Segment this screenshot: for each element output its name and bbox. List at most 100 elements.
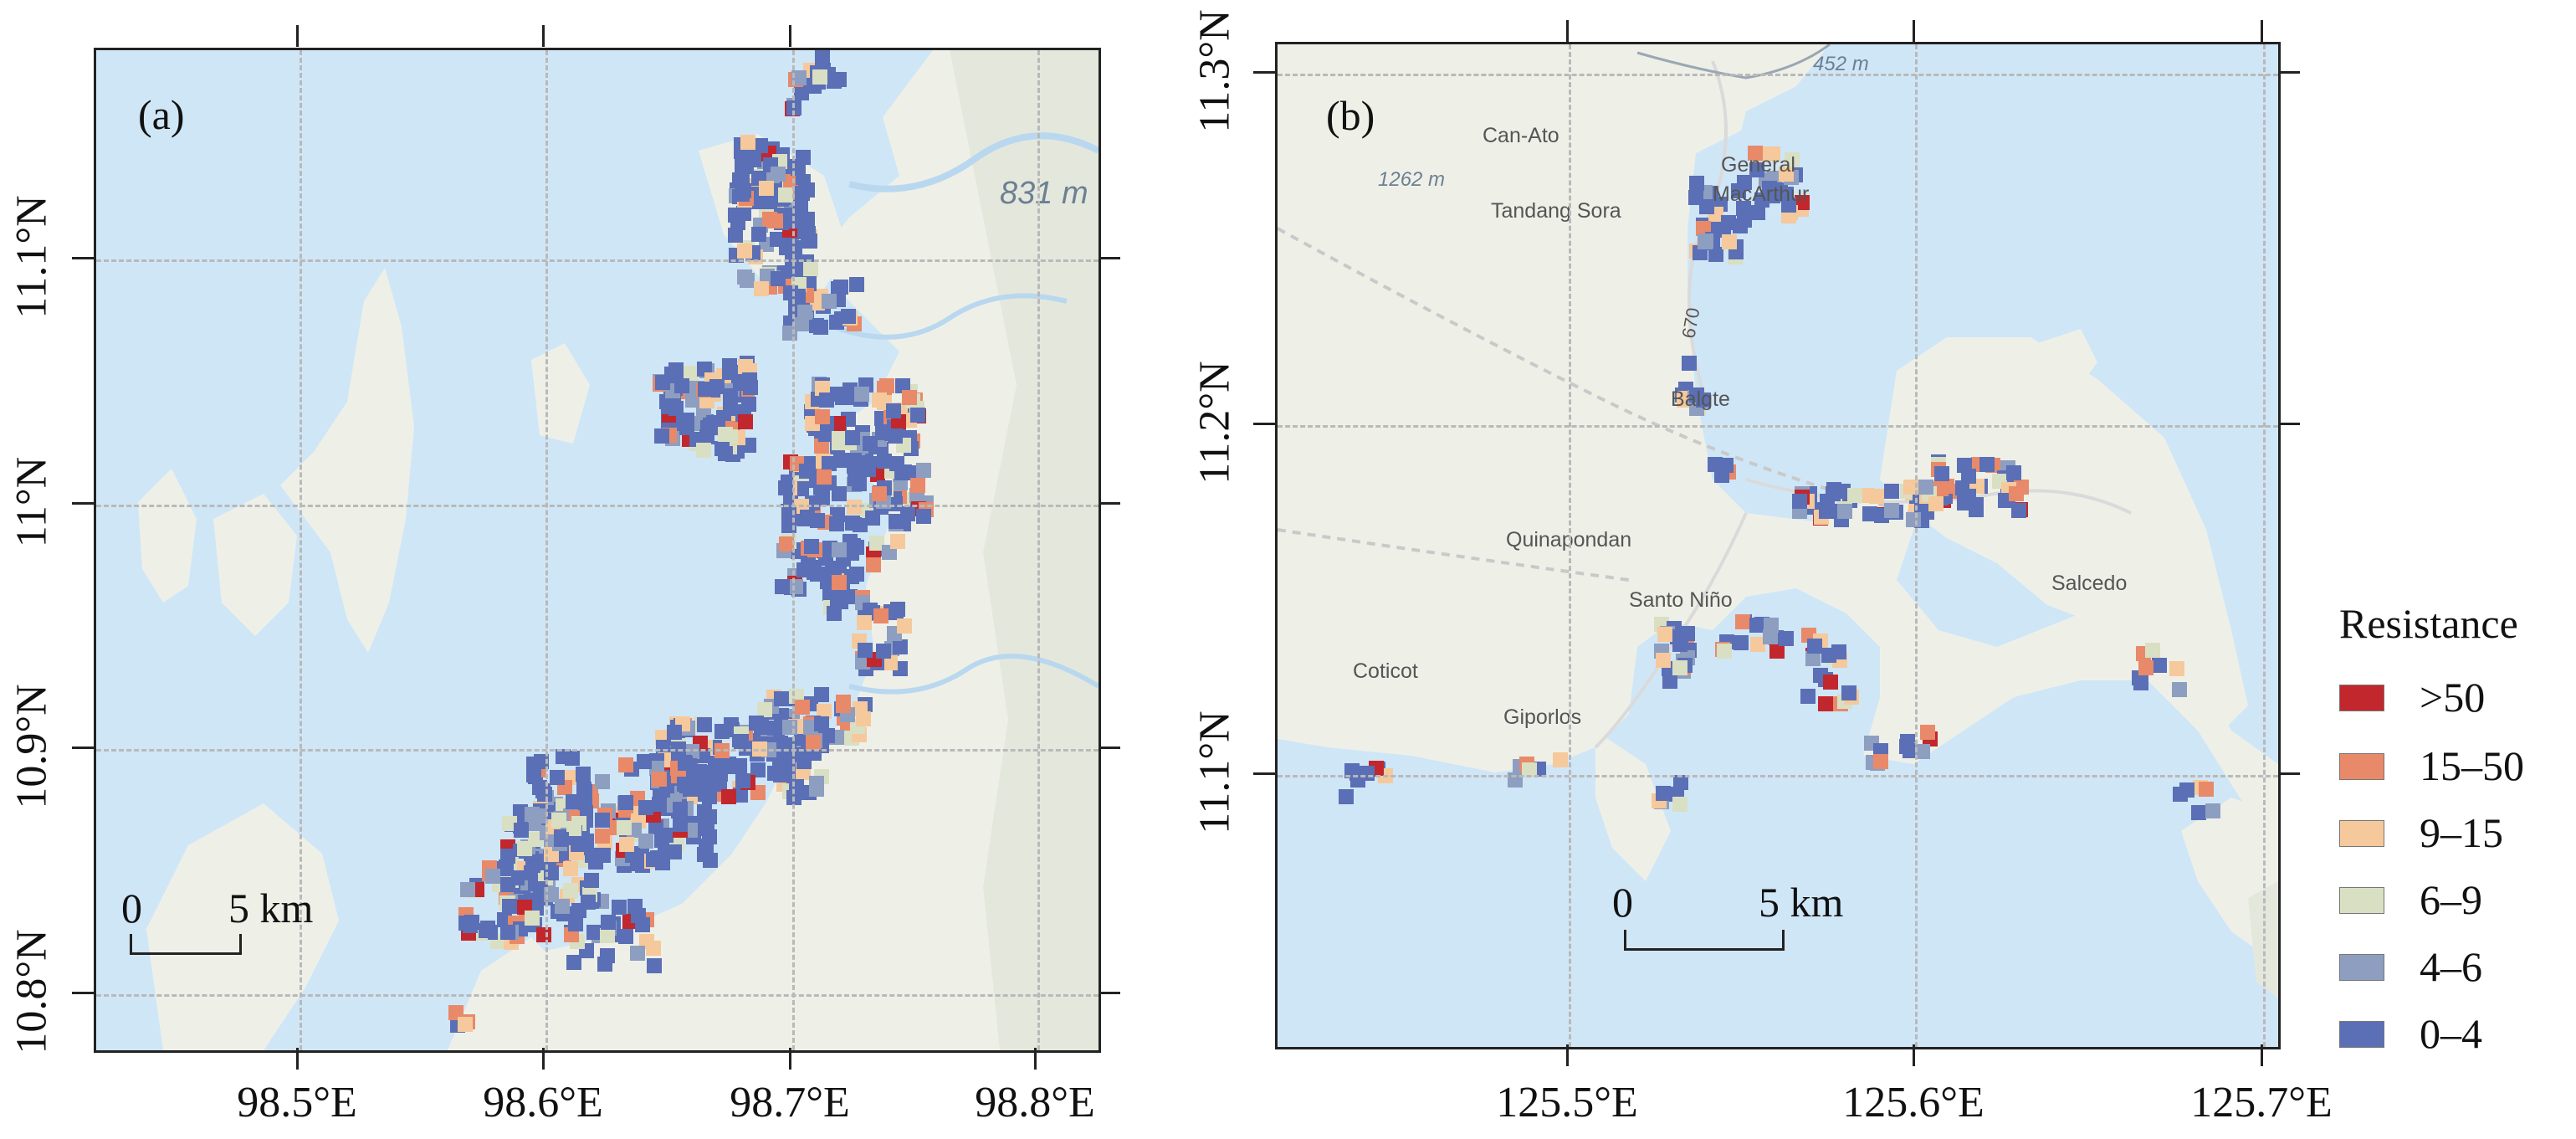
resistance-cell [525, 858, 540, 873]
resistance-cell [1837, 504, 1852, 519]
resistance-cell [2138, 660, 2153, 675]
resistance-cell [637, 754, 652, 769]
resistance-cell [586, 925, 602, 940]
resistance-cell [502, 899, 517, 914]
legend-label: 0–4 [2420, 1010, 2482, 1057]
scale-bar-b: 0 5 km [1612, 881, 1846, 1007]
resistance-cell [847, 500, 862, 515]
resistance-cell [2169, 661, 2184, 676]
resistance-cell [571, 837, 586, 852]
resistance-cell [1779, 631, 1794, 646]
resistance-cell [897, 618, 912, 634]
legend-swatch [2339, 954, 2384, 981]
gridline [96, 505, 1099, 507]
resistance-cell [804, 539, 819, 554]
resistance-cell [650, 850, 665, 865]
resistance-cell [856, 711, 871, 726]
resistance-cell [534, 754, 549, 769]
gridline [300, 50, 302, 1050]
resistance-cell [1764, 618, 1779, 633]
resistance-cell [879, 378, 894, 393]
gridline [96, 994, 1099, 997]
resistance-cell [796, 754, 812, 769]
resistance-cell [658, 828, 673, 843]
resistance-cell [1750, 637, 1765, 652]
resistance-cell [916, 463, 931, 478]
resistance-cell [902, 390, 917, 405]
resistance-cell [827, 74, 842, 89]
resistance-cell [740, 273, 755, 288]
resistance-cell [734, 734, 749, 749]
place-label: Santo Niño [1629, 588, 1733, 612]
resistance-cell [827, 561, 842, 576]
resistance-cell [809, 318, 824, 333]
gridline [545, 50, 548, 1050]
resistance-cell [652, 772, 667, 787]
resistance-cell [718, 427, 733, 442]
resistance-cell [836, 698, 851, 713]
elevation-label: 831 m [1000, 176, 1088, 211]
resistance-cell [1749, 162, 1764, 177]
resistance-cell [1781, 198, 1796, 213]
resistance-cell [1763, 629, 1778, 644]
resistance-cell [1708, 247, 1723, 262]
resistance-cell [703, 418, 718, 433]
resistance-cell [819, 392, 834, 408]
resistance-cell [775, 579, 790, 594]
resistance-cell [832, 542, 847, 557]
resistance-cell [857, 615, 872, 630]
resistance-cell [778, 187, 793, 203]
resistance-cell [900, 506, 915, 521]
resistance-cell [721, 759, 736, 774]
resistance-cell [571, 903, 586, 918]
place-label: Tandang Sora [1491, 199, 1621, 223]
resistance-cell [806, 735, 821, 750]
resistance-cell [1657, 627, 1672, 642]
resistance-cell [673, 802, 688, 817]
resistance-cell [1847, 488, 1862, 503]
gridline [792, 50, 795, 1050]
resistance-cell [618, 757, 633, 772]
resistance-cell [677, 777, 692, 792]
resistance-cell [639, 934, 654, 949]
resistance-cell [742, 372, 757, 387]
resistance-cell [1859, 488, 1874, 503]
resistance-cell [1792, 494, 1807, 509]
resistance-cell [1735, 614, 1750, 629]
resistance-cell [1920, 725, 1935, 740]
resistance-cell [1862, 506, 1877, 521]
resistance-cell [1769, 644, 1785, 659]
legend-title: Resistance [2339, 600, 2518, 647]
resistance-cell [800, 212, 815, 227]
gridline [1037, 50, 1040, 1050]
resistance-cell [1736, 201, 1751, 216]
resistance-cell [1656, 786, 1671, 801]
resistance-cell [1961, 469, 1976, 484]
resistance-cell [612, 900, 627, 915]
resistance-cell [619, 837, 634, 852]
resistance-cell [536, 927, 551, 942]
resistance-cell [855, 654, 870, 670]
map-panel-b: 452 m 1262 m Can-Ato General MacArthur T… [1275, 42, 2281, 1049]
resistance-cell [749, 716, 764, 731]
resistance-cell [2172, 682, 2187, 697]
y-tick-label: 11.1°N [1191, 711, 1239, 834]
resistance-cell [1819, 504, 1834, 519]
resistance-cell [2011, 503, 2026, 518]
resistance-cell [1721, 215, 1736, 230]
resistance-cell [738, 359, 753, 374]
resistance-cell [739, 156, 754, 171]
basemap-a [138, 50, 1099, 1050]
resistance-cell [1914, 500, 1929, 516]
resistance-cell [815, 54, 830, 69]
resistance-cell [2199, 782, 2214, 797]
resistance-cell [702, 789, 717, 804]
resistance-cell [799, 464, 814, 479]
map-panel-a: 831 m (a) 0 5 km [94, 48, 1101, 1053]
resistance-cell [618, 795, 633, 810]
resistance-cell [849, 540, 864, 555]
x-tick-label: 98.5°E [237, 1079, 357, 1126]
resistance-cell [847, 459, 862, 474]
resistance-cell [638, 800, 653, 815]
resistance-cell [750, 762, 766, 777]
